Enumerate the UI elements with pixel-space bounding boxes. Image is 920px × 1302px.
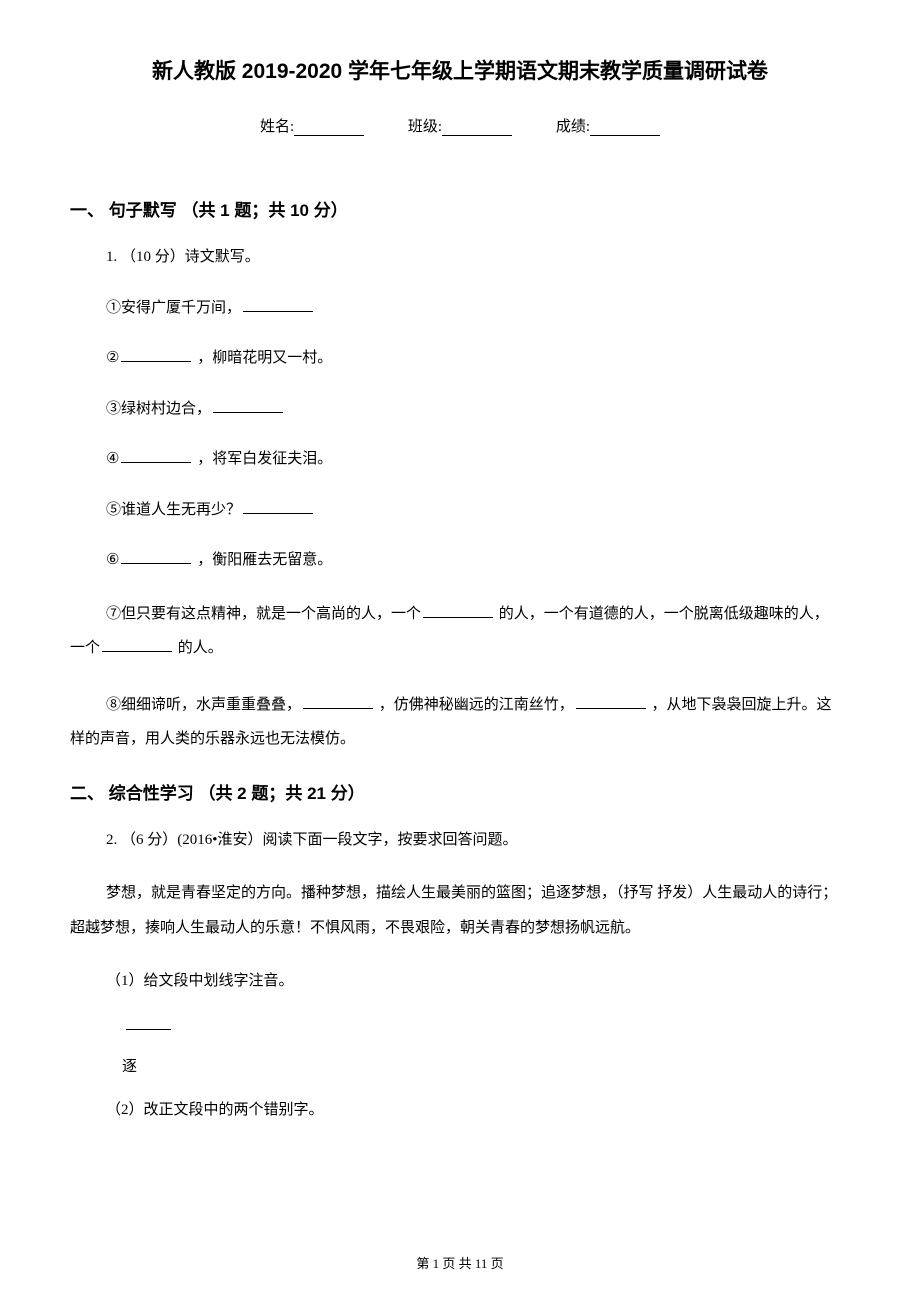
question-1-intro: 1. （10 分）诗文默写。 — [106, 243, 850, 272]
class-field: 班级: — [408, 115, 512, 136]
item-6-pre: ⑥ — [106, 552, 119, 568]
item-3: ③绿树村边合， — [106, 395, 850, 424]
blank-8a[interactable] — [303, 708, 373, 709]
pinyin-blank-line[interactable] — [126, 1029, 171, 1030]
item-7-d: 的人。 — [174, 640, 223, 656]
exam-title: 新人教版 2019-2020 学年七年级上学期语文期末教学质量调研试卷 — [70, 55, 850, 85]
score-field: 成绩: — [556, 115, 660, 136]
section-1-heading: 一、 句子默写 （共 1 题；共 10 分） — [70, 196, 850, 221]
item-8-b: ，仿佛神秘幽远的江南丝竹， — [375, 697, 574, 713]
item-7: ⑦但只要有这点精神，就是一个高尚的人，一个 的人，一个有道德的人，一个脱离低级趣… — [70, 597, 850, 666]
class-blank[interactable] — [442, 135, 512, 136]
item-4-post: ，将军白发征夫泪。 — [193, 451, 332, 467]
item-4: ④ ，将军白发征夫泪。 — [106, 445, 850, 474]
item-7-c: 一个 — [70, 640, 100, 656]
item-3-text: ③绿树村边合， — [106, 401, 211, 417]
page-footer: 第 1 页 共 11 页 — [0, 1253, 920, 1272]
blank-7b[interactable] — [102, 651, 172, 652]
blank-3[interactable] — [213, 412, 283, 413]
item-5-text: ⑤谁道人生无再少？ — [106, 502, 241, 518]
blank-1[interactable] — [243, 311, 313, 312]
item-6: ⑥ ，衡阳雁去无留意。 — [106, 546, 850, 575]
item-1-text: ①安得广厦千万间， — [106, 300, 241, 316]
item-2-post: ，柳暗花明又一村。 — [193, 350, 332, 366]
section-2-heading: 二、 综合性学习 （共 2 题；共 21 分） — [70, 779, 850, 804]
pinyin-blank[interactable] — [122, 1018, 850, 1035]
item-1: ①安得广厦千万间， — [106, 294, 850, 323]
item-2-pre: ② — [106, 350, 119, 366]
item-7-a: ⑦但只要有这点精神，就是一个高尚的人，一个 — [106, 606, 421, 622]
score-blank[interactable] — [590, 135, 660, 136]
blank-5[interactable] — [243, 513, 313, 514]
item-7-b: 的人，一个有道德的人，一个脱离低级趣味的人， — [495, 606, 829, 622]
name-field: 姓名: — [260, 115, 364, 136]
item-8-a: ⑧细细谛听，水声重重叠叠， — [106, 697, 301, 713]
char-zhu: 逐 — [122, 1055, 850, 1076]
passage-text: 梦想，就是青春坚定的方向。播种梦想，描绘人生最美丽的篮图；追逐梦想，（抒写 抒发… — [70, 876, 850, 945]
blank-8b[interactable] — [576, 708, 646, 709]
blank-7a[interactable] — [423, 617, 493, 618]
item-8-c: ，从地下袅袅回旋上升。这 — [648, 697, 832, 713]
question-2-intro: 2. （6 分）(2016•淮安）阅读下面一段文字，按要求回答问题。 — [106, 826, 850, 855]
name-label: 姓名: — [260, 119, 294, 135]
class-label: 班级: — [408, 119, 442, 135]
item-5: ⑤谁道人生无再少？ — [106, 496, 850, 525]
name-blank[interactable] — [294, 135, 364, 136]
blank-2[interactable] — [121, 361, 191, 362]
item-8-d: 样的声音，用人类的乐器永远也无法模仿。 — [70, 731, 355, 747]
item-4-pre: ④ — [106, 451, 119, 467]
score-label: 成绩: — [556, 119, 590, 135]
student-info-row: 姓名: 班级: 成绩: — [70, 115, 850, 136]
item-6-post: ，衡阳雁去无留意。 — [193, 552, 332, 568]
item-2: ② ，柳暗花明又一村。 — [106, 344, 850, 373]
blank-6[interactable] — [121, 563, 191, 564]
sub-question-1: （1）给文段中划线字注音。 — [106, 967, 850, 996]
blank-4[interactable] — [121, 462, 191, 463]
sub-question-2: （2）改正文段中的两个错别字。 — [106, 1096, 850, 1125]
item-8: ⑧细细谛听，水声重重叠叠， ，仿佛神秘幽远的江南丝竹， ，从地下袅袅回旋上升。这… — [70, 688, 850, 757]
